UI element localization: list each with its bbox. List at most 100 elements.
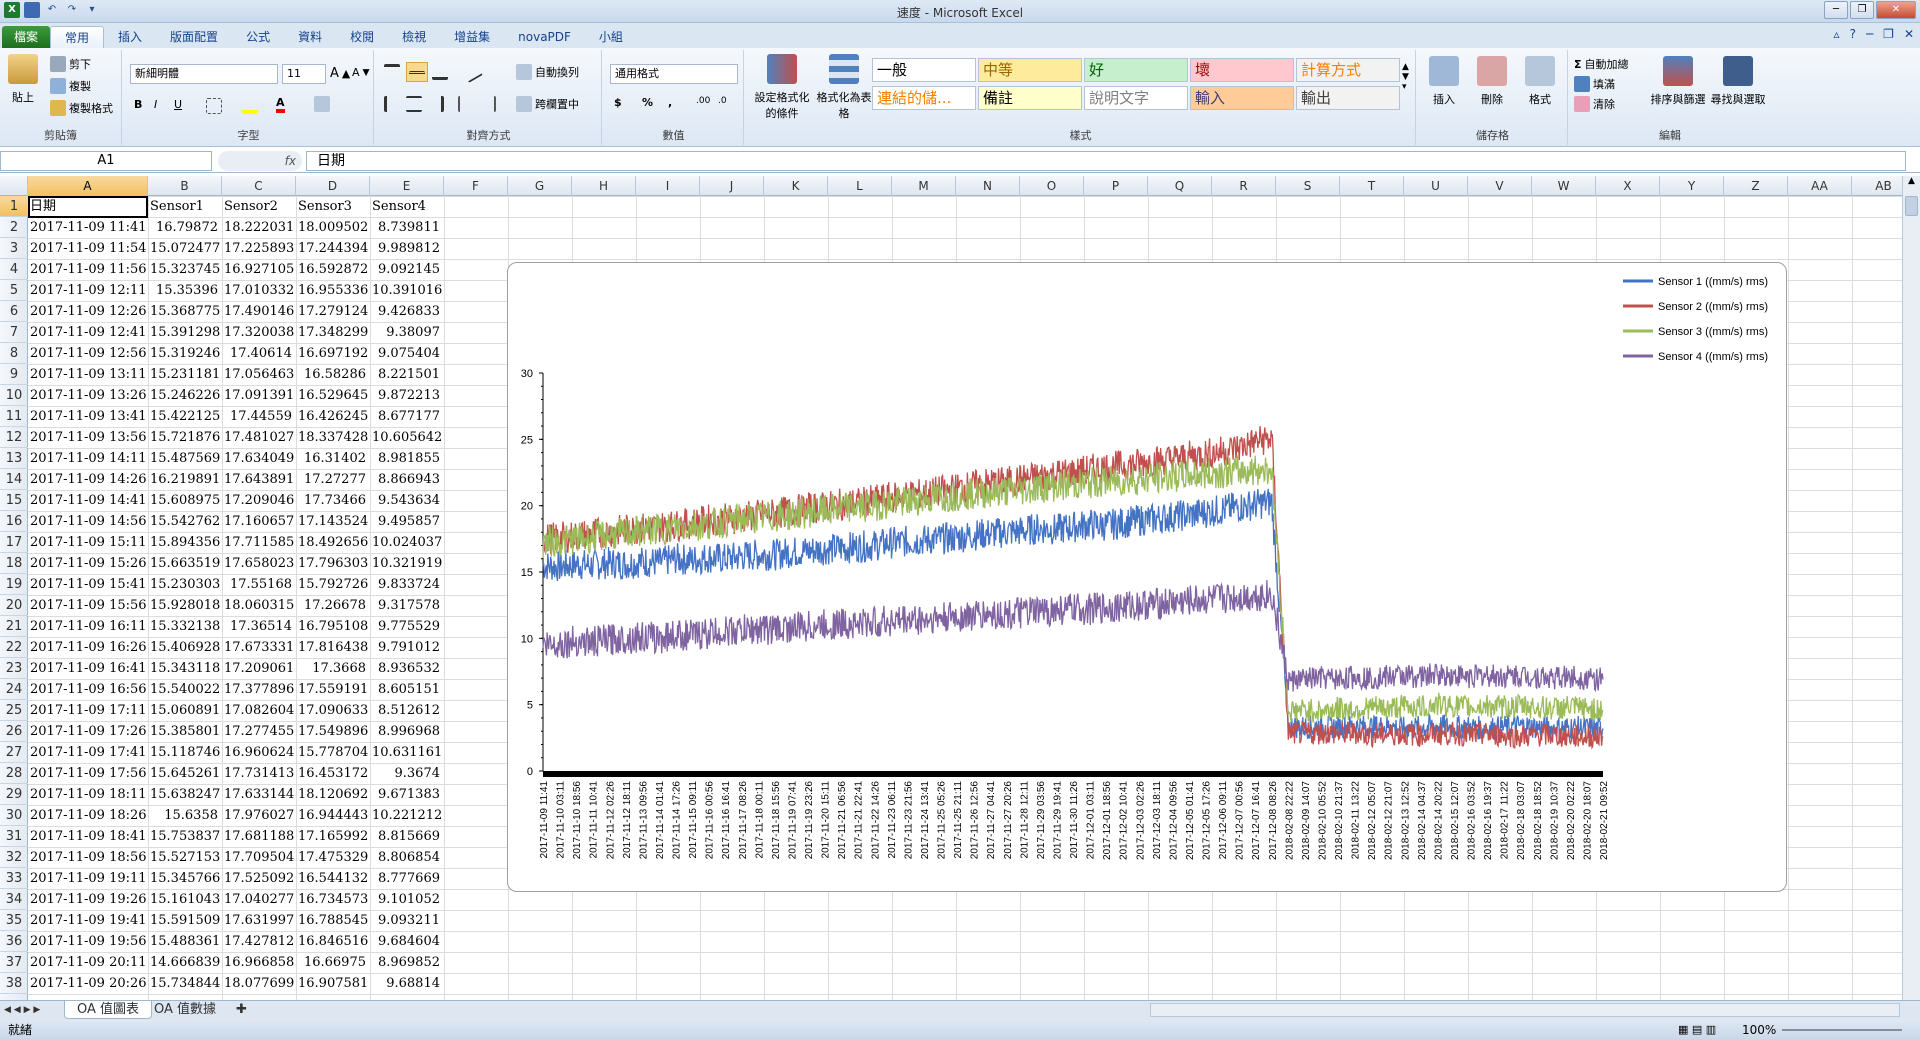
select-all-corner[interactable] [0,176,28,196]
table-cell[interactable]: 15.540022 [150,682,220,697]
wrap-text-button[interactable]: 自動換列 [516,64,579,80]
align-right-button[interactable] [428,96,444,112]
table-cell[interactable]: 17.731413 [224,766,294,781]
new-sheet-icon[interactable]: ✚ [236,1002,247,1017]
table-cell[interactable]: 17.26678 [303,598,366,613]
table-cell[interactable]: 16.944443 [298,808,368,823]
table-cell[interactable]: 2017-11-09 15:41 [30,577,146,592]
table-cell[interactable]: 8.969852 [377,955,440,970]
row-header[interactable]: 12 [0,427,28,448]
table-cell[interactable]: 16.592872 [298,262,368,277]
column-header-v[interactable]: V [1468,176,1532,196]
cut-button[interactable]: 剪下 [50,56,91,72]
customize-qat-icon[interactable]: ▾ [89,4,95,15]
table-cell[interactable]: 15.542762 [150,514,220,529]
sheet-nav-arrows[interactable]: ◀ ◀ ▶ ▶ [4,1005,41,1015]
table-cell[interactable]: 2017-11-09 19:11 [30,871,146,886]
table-cell[interactable]: 15.246226 [150,388,220,403]
table-cell[interactable]: 2017-11-09 19:26 [30,892,146,907]
header-cell[interactable]: Sensor4 [372,199,426,214]
comma-button[interactable]: , [668,96,673,109]
row-header[interactable]: 21 [0,616,28,637]
align-left-button[interactable] [384,96,400,112]
cell-style-8[interactable]: 輸入 [1190,86,1294,110]
conditional-formatting-button[interactable]: 設定格式化的條件 [750,54,814,121]
table-cell[interactable]: 16.697192 [298,346,368,361]
table-cell[interactable]: 9.092145 [377,262,440,277]
table-cell[interactable]: 17.796303 [298,556,368,571]
table-cell[interactable]: 9.3674 [394,766,441,781]
table-cell[interactable]: 2017-11-09 11:56 [30,262,146,277]
table-cell[interactable]: 15.422125 [150,409,220,424]
find-select-button[interactable]: 尋找與選取 [1710,56,1766,107]
table-cell[interactable]: 9.093211 [377,913,440,928]
table-cell[interactable]: 2017-11-09 17:56 [30,766,146,781]
cell-style-2[interactable]: 好 [1084,58,1188,82]
row-header[interactable]: 29 [0,784,28,805]
row-header[interactable]: 27 [0,742,28,763]
table-cell[interactable]: 17.056463 [224,367,294,382]
column-header-f[interactable]: F [444,176,508,196]
table-cell[interactable]: 9.775529 [377,619,440,634]
cell-style-3[interactable]: 壞 [1190,58,1294,82]
table-cell[interactable]: 15.792726 [298,577,368,592]
table-cell[interactable]: 15.391298 [150,325,220,340]
table-cell[interactable]: 17.475329 [298,850,368,865]
column-header-z[interactable]: Z [1724,176,1788,196]
scroll-up-arrow[interactable]: ▲ [1908,176,1915,186]
cell-style-6[interactable]: 備註 [978,86,1082,110]
table-cell[interactable]: 15.319246 [150,346,220,361]
table-cell[interactable]: 2017-11-09 16:26 [30,640,146,655]
workbook-minimize-icon[interactable]: ─ [1865,27,1874,41]
row-header[interactable]: 19 [0,574,28,595]
column-header-p[interactable]: P [1084,176,1148,196]
copy-button[interactable]: 複製 [50,78,91,94]
horizontal-scrollbar[interactable] [1150,1003,1900,1017]
row-header[interactable]: 35 [0,910,28,931]
table-cell[interactable]: 2017-11-09 15:11 [30,535,146,550]
cell-style-5[interactable]: 連結的儲... [872,86,976,110]
row-header[interactable]: 38 [0,973,28,994]
row-header[interactable]: 36 [0,931,28,952]
table-cell[interactable]: 17.3668 [312,661,366,676]
table-cell[interactable]: 17.165992 [298,829,368,844]
align-center-button[interactable] [406,96,422,112]
column-header-k[interactable]: K [764,176,828,196]
table-cell[interactable]: 17.090633 [298,703,368,718]
table-cell[interactable]: 15.368775 [150,304,220,319]
vertical-scrollbar[interactable]: ▲ [1902,176,1920,1000]
table-cell[interactable]: 8.866943 [377,472,440,487]
tab-page-layout[interactable]: 版面配置 [170,30,219,44]
table-cell[interactable]: 2017-11-09 13:41 [30,409,146,424]
table-cell[interactable]: 15.734844 [150,976,220,991]
table-cell[interactable]: 9.989812 [377,241,440,256]
view-buttons[interactable]: ▦ ▤ ▥ [1678,1023,1717,1036]
table-cell[interactable]: 8.512612 [377,703,440,718]
table-cell[interactable]: 18.337428 [298,430,368,445]
shrink-font-button[interactable]: A ▼ [352,66,370,79]
table-cell[interactable]: 17.44559 [229,409,292,424]
tab-view[interactable]: 檢視 [402,30,427,44]
fill-color-button[interactable] [242,98,258,114]
table-cell[interactable]: 15.663519 [150,556,220,571]
tab-insert[interactable]: 插入 [118,30,143,44]
cell-style-1[interactable]: 中等 [978,58,1082,82]
table-cell[interactable]: 17.658023 [224,556,294,571]
paste-button[interactable]: 貼上 [6,54,40,105]
table-cell[interactable]: 16.788545 [298,913,368,928]
table-cell[interactable]: 2017-11-09 12:11 [30,283,146,298]
workbook-close-icon[interactable]: ✕ [1903,27,1914,41]
table-cell[interactable]: 16.927105 [224,262,294,277]
table-cell[interactable]: 16.426245 [298,409,368,424]
table-cell[interactable]: 17.225893 [224,241,294,256]
row-header[interactable]: 26 [0,721,28,742]
table-cell[interactable]: 9.872213 [377,388,440,403]
border-button[interactable] [206,98,222,114]
table-cell[interactable]: 8.605151 [377,682,440,697]
table-cell[interactable]: 9.833724 [377,577,440,592]
table-cell[interactable]: 17.711585 [224,535,294,550]
format-painter-button[interactable]: 複製格式 [50,100,113,116]
table-cell[interactable]: 15.487569 [150,451,220,466]
table-cell[interactable]: 17.010332 [224,283,294,298]
table-cell[interactable]: 15.323745 [150,262,220,277]
